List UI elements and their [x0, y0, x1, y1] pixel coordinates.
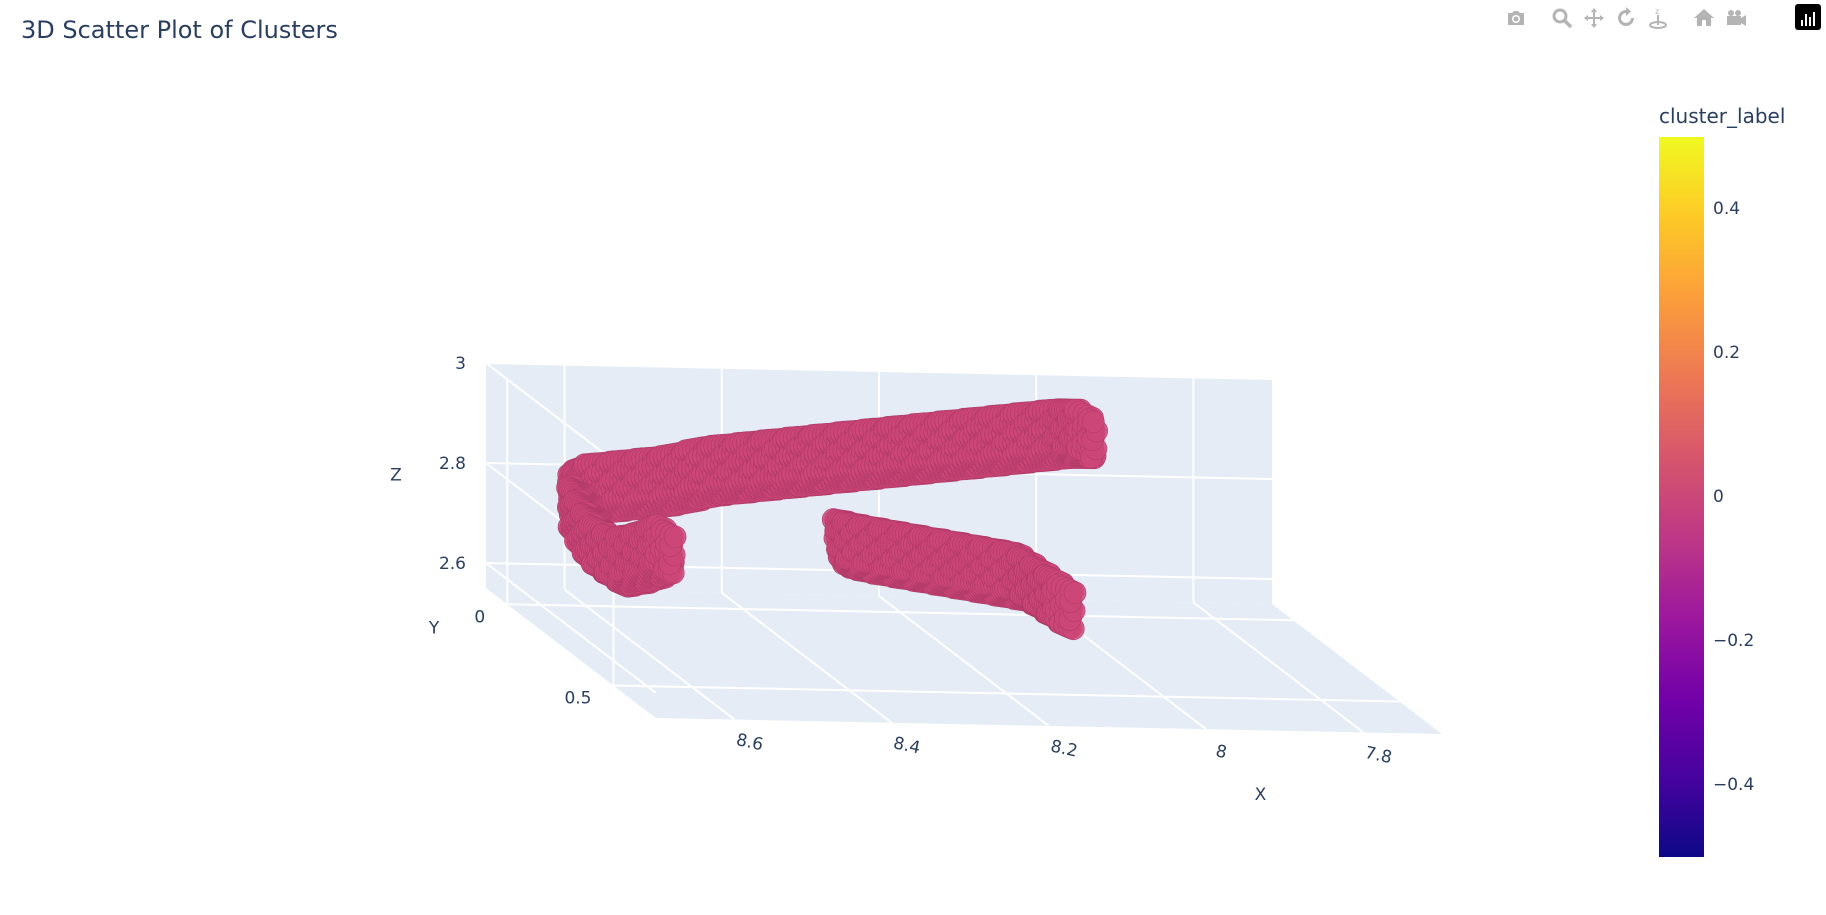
scatter-3d-plot[interactable]: 7.888.28.48.600.52.62.83XYZ	[0, 0, 1826, 915]
